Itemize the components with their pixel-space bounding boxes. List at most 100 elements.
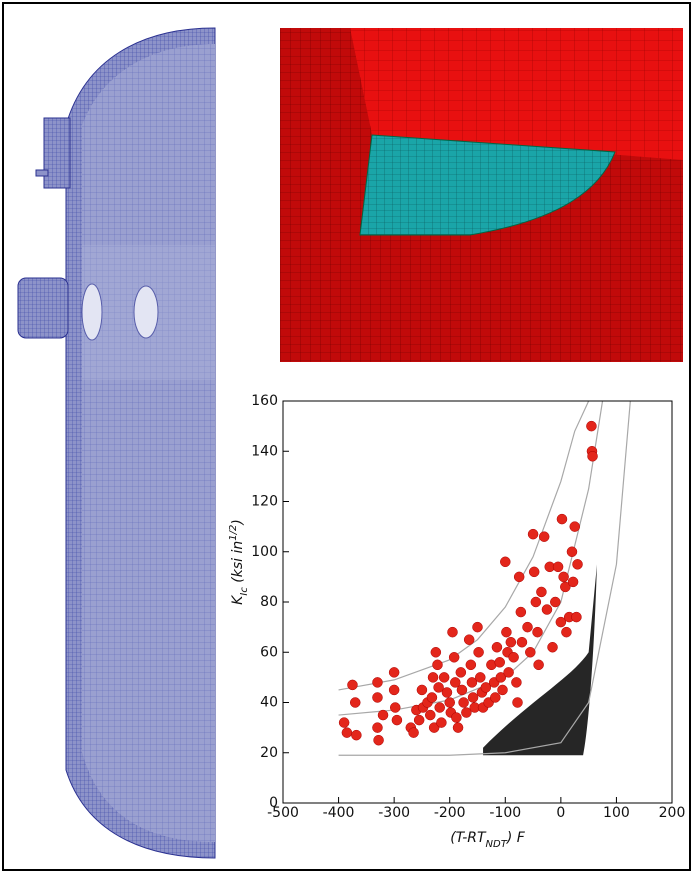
y-tick-label: 60: [260, 644, 278, 660]
y-label-sup: 1/2: [228, 525, 239, 541]
x-tick-label: -400: [323, 805, 355, 821]
data-point: [539, 532, 549, 542]
data-point: [466, 660, 476, 670]
data-point: [495, 657, 505, 667]
data-point: [445, 698, 455, 708]
data-point: [347, 680, 357, 690]
data-point: [506, 637, 516, 647]
data-point: [457, 685, 467, 695]
y-tick-label: 100: [251, 544, 278, 560]
data-point: [459, 698, 469, 708]
x-tick-label: 200: [659, 805, 686, 821]
data-point: [531, 597, 541, 607]
data-point: [516, 607, 526, 617]
vessel-mesh: [18, 28, 215, 858]
data-point: [456, 667, 466, 677]
data-point: [372, 692, 382, 702]
data-point: [475, 672, 485, 682]
x-label-end: ) F: [506, 830, 526, 846]
y-label-end: ): [230, 519, 246, 525]
data-point: [557, 514, 567, 524]
crack-mesh: [280, 28, 683, 362]
data-point: [409, 728, 419, 738]
data-point: [417, 685, 427, 695]
data-point: [389, 667, 399, 677]
x-axis-label: (T-RTNDT) F: [450, 830, 526, 850]
data-point: [389, 685, 399, 695]
data-point: [529, 567, 539, 577]
x-tick-label: -300: [378, 805, 410, 821]
data-point: [567, 547, 577, 557]
x-label-main: (T-RT: [450, 830, 487, 846]
data-point: [586, 421, 596, 431]
data-point: [427, 692, 437, 702]
x-tick-label: -500: [267, 805, 299, 821]
y-label-rest: (ksi in: [230, 541, 246, 587]
data-point: [473, 622, 483, 632]
data-point: [390, 703, 400, 713]
data-point: [548, 642, 558, 652]
data-point: [559, 572, 569, 582]
data-point: [378, 710, 388, 720]
data-point: [517, 637, 527, 647]
data-point: [542, 605, 552, 615]
x-tick-label: -100: [489, 805, 521, 821]
data-point: [553, 562, 563, 572]
data-point: [500, 557, 510, 567]
data-point: [588, 451, 598, 461]
data-point: [509, 652, 519, 662]
data-point: [550, 597, 560, 607]
data-point: [498, 685, 508, 695]
x-label-sub: NDT: [486, 839, 508, 850]
data-point: [571, 612, 581, 622]
data-point: [342, 728, 352, 738]
data-point: [504, 667, 514, 677]
data-point: [447, 627, 457, 637]
data-point: [431, 647, 441, 657]
data-point: [490, 692, 500, 702]
data-point: [528, 529, 538, 539]
data-point: [439, 672, 449, 682]
data-point: [474, 647, 484, 657]
data-point: [350, 698, 360, 708]
y-tick-label: 160: [251, 393, 278, 409]
x-tick-label: 0: [556, 805, 565, 821]
data-point: [449, 652, 459, 662]
data-point: [523, 622, 533, 632]
y-tick-label: 80: [260, 594, 278, 610]
data-point: [464, 635, 474, 645]
data-point: [428, 672, 438, 682]
data-point: [533, 627, 543, 637]
data-point: [468, 692, 478, 702]
data-point: [442, 687, 452, 697]
data-point: [536, 587, 546, 597]
data-point: [525, 647, 535, 657]
data-point: [435, 703, 445, 713]
figure: 020406080100120140160-500-400-300-200-10…: [0, 0, 693, 874]
y-tick-label: 140: [251, 443, 278, 459]
data-point: [374, 735, 384, 745]
data-point: [568, 577, 578, 587]
y-axis-label: KIc (ksi in1/2): [228, 519, 250, 605]
data-point: [511, 677, 521, 687]
y-tick-label: 120: [251, 494, 278, 510]
data-point: [501, 627, 511, 637]
data-point: [513, 698, 523, 708]
y-tick-label: 40: [260, 695, 278, 711]
y-tick-label: 20: [260, 745, 278, 761]
data-point: [573, 559, 583, 569]
data-point: [392, 715, 402, 725]
data-point: [561, 627, 571, 637]
data-point: [453, 723, 463, 733]
x-tick-label: 100: [603, 805, 630, 821]
plot-area: [283, 401, 672, 803]
data-point: [339, 718, 349, 728]
data-point: [451, 713, 461, 723]
data-point: [414, 715, 424, 725]
data-point: [351, 730, 361, 740]
data-point: [425, 710, 435, 720]
data-point: [436, 718, 446, 728]
data-point: [432, 660, 442, 670]
data-point: [372, 677, 382, 687]
data-point: [492, 642, 502, 652]
